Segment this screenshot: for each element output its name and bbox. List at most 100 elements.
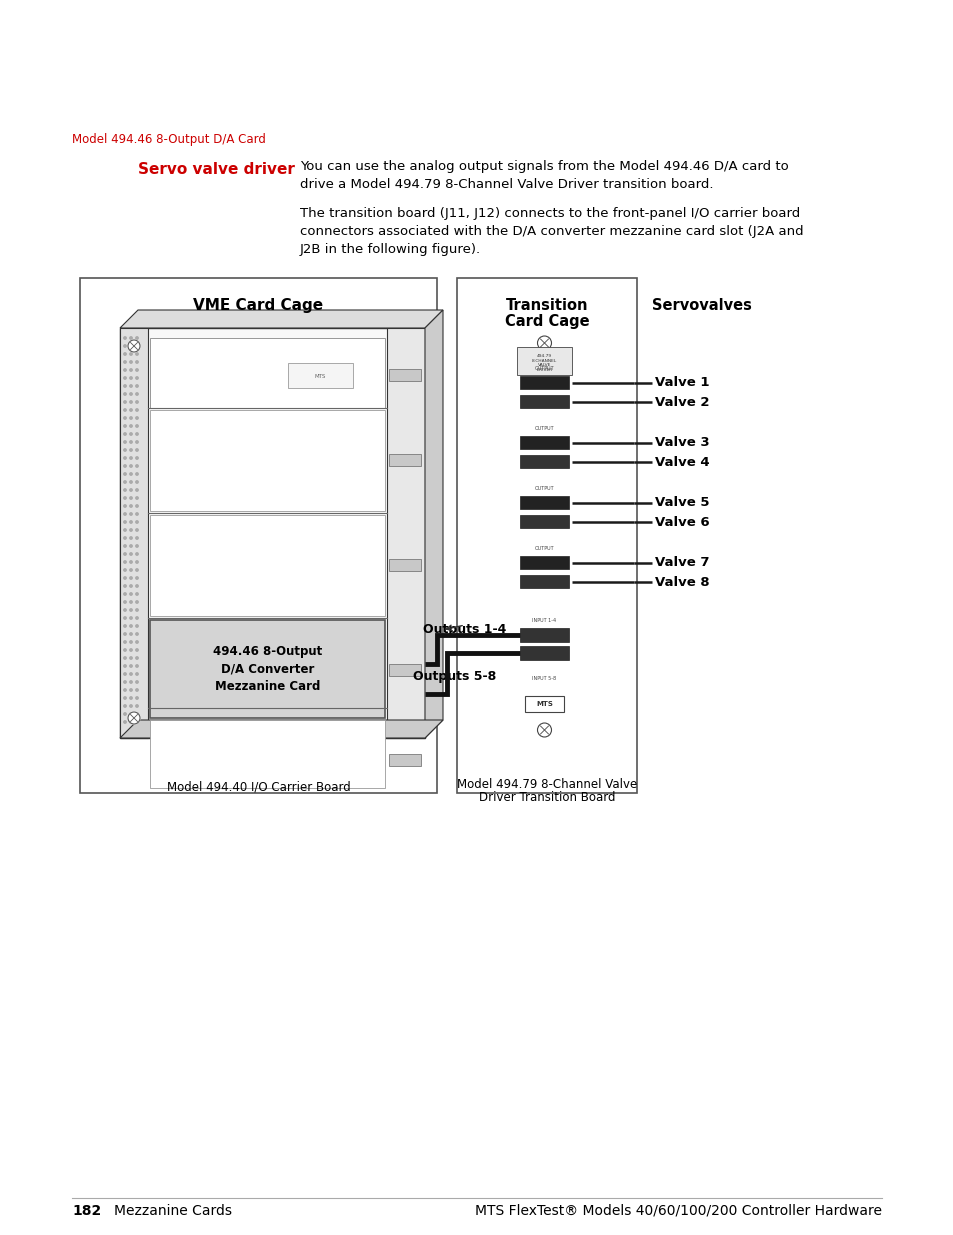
Circle shape bbox=[135, 569, 138, 572]
Polygon shape bbox=[120, 720, 442, 739]
Circle shape bbox=[128, 340, 140, 352]
Text: Model 494.40 I/O Carrier Board: Model 494.40 I/O Carrier Board bbox=[167, 781, 350, 794]
Circle shape bbox=[130, 609, 132, 611]
Circle shape bbox=[124, 393, 126, 395]
Bar bbox=[524, 697, 563, 713]
Circle shape bbox=[130, 657, 132, 659]
Circle shape bbox=[135, 369, 138, 372]
Text: VME Card Cage: VME Card Cage bbox=[193, 298, 323, 312]
Circle shape bbox=[135, 673, 138, 676]
Circle shape bbox=[130, 680, 132, 683]
Circle shape bbox=[130, 425, 132, 427]
Circle shape bbox=[130, 705, 132, 708]
Circle shape bbox=[135, 657, 138, 659]
Circle shape bbox=[130, 441, 132, 443]
Circle shape bbox=[124, 561, 126, 563]
Text: 182: 182 bbox=[71, 1204, 101, 1218]
Circle shape bbox=[130, 409, 132, 411]
Text: Transition: Transition bbox=[505, 298, 588, 312]
Circle shape bbox=[537, 722, 551, 737]
Circle shape bbox=[135, 521, 138, 524]
Circle shape bbox=[130, 385, 132, 388]
Circle shape bbox=[124, 697, 126, 699]
Circle shape bbox=[124, 337, 126, 340]
Bar bbox=[519, 375, 568, 389]
Circle shape bbox=[124, 632, 126, 635]
Circle shape bbox=[135, 401, 138, 403]
Bar bbox=[519, 496, 568, 509]
Text: OUTPUT: OUTPUT bbox=[534, 546, 554, 551]
Text: Servovalves: Servovalves bbox=[651, 298, 751, 312]
Circle shape bbox=[124, 689, 126, 692]
Circle shape bbox=[130, 496, 132, 499]
Circle shape bbox=[124, 457, 126, 459]
Circle shape bbox=[124, 496, 126, 499]
Circle shape bbox=[135, 625, 138, 627]
Circle shape bbox=[130, 600, 132, 603]
Circle shape bbox=[124, 600, 126, 603]
Bar bbox=[150, 410, 385, 511]
Circle shape bbox=[135, 609, 138, 611]
Circle shape bbox=[135, 361, 138, 363]
Bar bbox=[389, 559, 420, 571]
Circle shape bbox=[124, 585, 126, 587]
Circle shape bbox=[135, 577, 138, 579]
Circle shape bbox=[135, 496, 138, 499]
Circle shape bbox=[124, 545, 126, 547]
Circle shape bbox=[135, 416, 138, 419]
Circle shape bbox=[130, 505, 132, 508]
Bar bbox=[389, 664, 420, 676]
Circle shape bbox=[130, 641, 132, 643]
Circle shape bbox=[135, 457, 138, 459]
Circle shape bbox=[124, 721, 126, 724]
Circle shape bbox=[135, 585, 138, 587]
Circle shape bbox=[124, 409, 126, 411]
Circle shape bbox=[130, 553, 132, 556]
Text: drive a Model 494.79 8-Channel Valve Driver transition board.: drive a Model 494.79 8-Channel Valve Dri… bbox=[299, 178, 713, 191]
Circle shape bbox=[130, 529, 132, 531]
Circle shape bbox=[130, 345, 132, 347]
Circle shape bbox=[124, 577, 126, 579]
Text: Valve 2: Valve 2 bbox=[655, 395, 709, 409]
Circle shape bbox=[124, 713, 126, 715]
Circle shape bbox=[124, 609, 126, 611]
Circle shape bbox=[124, 673, 126, 676]
Circle shape bbox=[130, 537, 132, 540]
Circle shape bbox=[135, 648, 138, 651]
Circle shape bbox=[130, 577, 132, 579]
Circle shape bbox=[124, 664, 126, 667]
Circle shape bbox=[135, 713, 138, 715]
Text: Driver Transition Board: Driver Transition Board bbox=[478, 790, 615, 804]
Circle shape bbox=[124, 361, 126, 363]
Circle shape bbox=[135, 441, 138, 443]
Circle shape bbox=[130, 632, 132, 635]
Circle shape bbox=[130, 673, 132, 676]
Circle shape bbox=[135, 345, 138, 347]
Circle shape bbox=[135, 337, 138, 340]
Bar bbox=[80, 278, 436, 793]
Circle shape bbox=[130, 353, 132, 356]
Text: Valve 7: Valve 7 bbox=[655, 557, 709, 569]
Circle shape bbox=[124, 641, 126, 643]
Circle shape bbox=[124, 505, 126, 508]
Circle shape bbox=[135, 705, 138, 708]
Circle shape bbox=[135, 689, 138, 692]
Circle shape bbox=[130, 648, 132, 651]
Circle shape bbox=[130, 369, 132, 372]
Circle shape bbox=[130, 569, 132, 572]
Circle shape bbox=[130, 489, 132, 492]
Bar bbox=[288, 363, 353, 388]
Bar bbox=[519, 515, 568, 529]
Circle shape bbox=[135, 505, 138, 508]
Text: INPUT 5-8: INPUT 5-8 bbox=[532, 676, 556, 680]
Circle shape bbox=[124, 448, 126, 451]
Circle shape bbox=[130, 361, 132, 363]
Circle shape bbox=[135, 377, 138, 379]
Circle shape bbox=[130, 377, 132, 379]
Bar bbox=[456, 278, 637, 793]
Circle shape bbox=[124, 464, 126, 467]
Circle shape bbox=[130, 432, 132, 435]
Circle shape bbox=[124, 489, 126, 492]
Circle shape bbox=[130, 721, 132, 724]
Bar bbox=[519, 395, 568, 408]
